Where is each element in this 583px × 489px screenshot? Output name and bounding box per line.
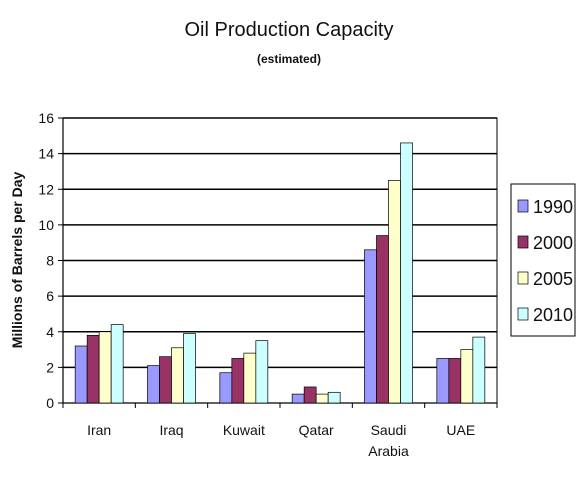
y-tick-label: 12 [38,181,54,197]
bar-1990 [147,365,160,404]
legend-swatch-2005 [517,271,529,285]
y-tick-label: 16 [38,110,54,126]
chart-subtitle: (estimated) [257,52,321,66]
plot-area: 0 2 4 6 8 10 12 14 16 Iran Iraq Kuwait Qatar Saudi Ara… [38,110,498,459]
bar-2000 [448,358,462,404]
y-tick-label: 0 [46,395,54,411]
bar-1990 [74,345,88,404]
bar-2000 [86,334,100,404]
bar-2005 [171,347,184,404]
bar-2005 [243,352,257,404]
x-tick-label: Qatar [299,422,334,438]
bar-2005 [315,393,329,404]
bar-1990 [364,249,377,404]
y-tick-label: 14 [38,146,54,162]
bar-1990 [291,393,305,404]
bar-2010 [327,391,341,404]
bar-2000 [231,358,245,404]
x-tick-label: Saudi [371,422,407,438]
bar-2010 [110,324,124,404]
legend-swatch-1990 [517,199,529,213]
y-tick-label: 8 [46,253,54,269]
x-tick-label: Kuwait [223,422,265,438]
bar-2010 [183,333,196,404]
bar-2005 [98,331,112,404]
legend-label-2005: 2005 [533,269,573,289]
chart-title: Oil Production Capacity [185,19,394,41]
bar-2005 [388,179,401,404]
legend: 1990 2000 2005 2010 [510,183,576,337]
bar-2000 [376,235,389,404]
y-tick-label: 6 [46,288,54,304]
x-tick-label: Iraq [159,422,183,438]
bar-2005 [460,349,474,404]
bar-1990 [436,358,450,404]
bar-1990 [219,372,233,404]
y-tick-label: 4 [46,324,54,340]
y-tick-label: 2 [46,359,54,375]
legend-swatch-2010 [517,307,529,321]
bar-2010 [255,340,269,404]
bar-2010 [472,336,486,404]
y-tick-label: 10 [38,217,54,233]
x-tick-label: Iran [87,422,111,438]
legend-label-2000: 2000 [533,233,573,253]
y-axis-label: Millions of Barrels per Day [9,171,25,348]
legend-label-2010: 2010 [533,305,573,325]
x-tick-label: Arabia [368,443,409,459]
legend-label-1990: 1990 [533,197,573,217]
bar-2000 [303,386,317,404]
legend-swatch-2000 [517,235,529,249]
x-tick-label: UAE [446,422,475,438]
bar-2000 [159,356,172,404]
bar-2010 [400,142,413,404]
